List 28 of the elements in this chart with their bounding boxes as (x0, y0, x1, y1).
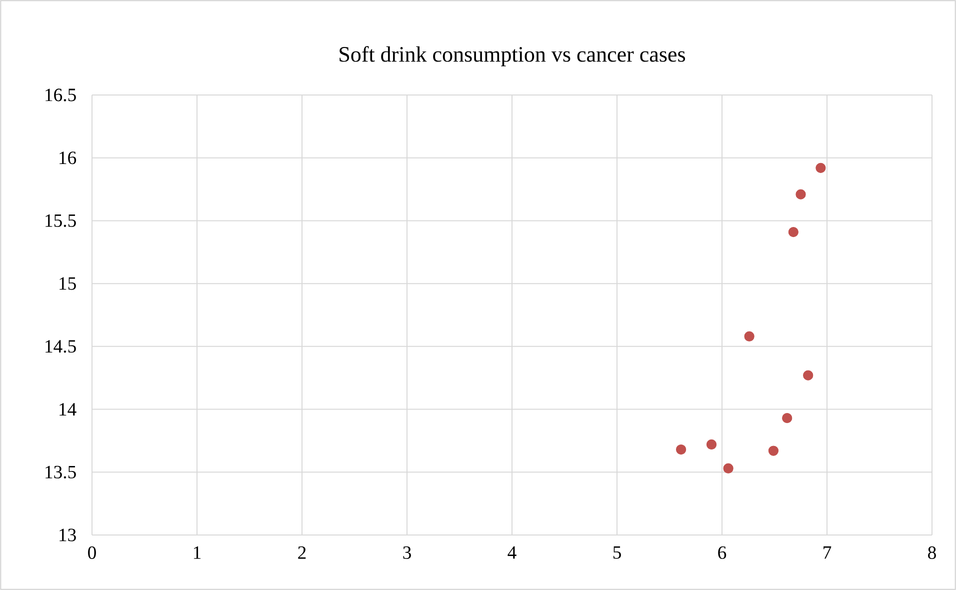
chart-title: Soft drink consumption vs cancer cases (340, 46, 686, 66)
point (796, 189, 806, 200)
y-tick-label: 14 (60, 403, 76, 416)
point (768, 446, 779, 456)
x-tick-label: 2 (298, 546, 306, 559)
point (723, 463, 734, 474)
point (782, 413, 792, 424)
y-tick-label: 13.5 (46, 466, 76, 478)
y-tick-label: 16.5 (46, 88, 76, 102)
point (744, 331, 754, 342)
x-tick-label: 4 (508, 546, 516, 559)
y-tick-label: 14.5 (46, 340, 76, 353)
y-tick-label: 13 (60, 528, 76, 542)
point (788, 226, 798, 238)
point (706, 439, 717, 450)
x-tick-label: 6 (718, 546, 726, 559)
x-tick-label: 8 (928, 546, 936, 559)
y-tick-label: 15.5 (46, 214, 76, 228)
y-tick-label: 15 (60, 277, 76, 290)
point (816, 162, 826, 173)
x-tick-label: 3 (403, 546, 411, 559)
x-tick-label: 1 (194, 546, 201, 559)
x-tick-label: 0 (88, 546, 96, 559)
point (676, 444, 686, 455)
y-tick-label: 16 (60, 152, 76, 164)
x-tick-label: 5 (613, 546, 621, 559)
point (803, 370, 814, 380)
x-tick-label: 7 (824, 546, 832, 559)
